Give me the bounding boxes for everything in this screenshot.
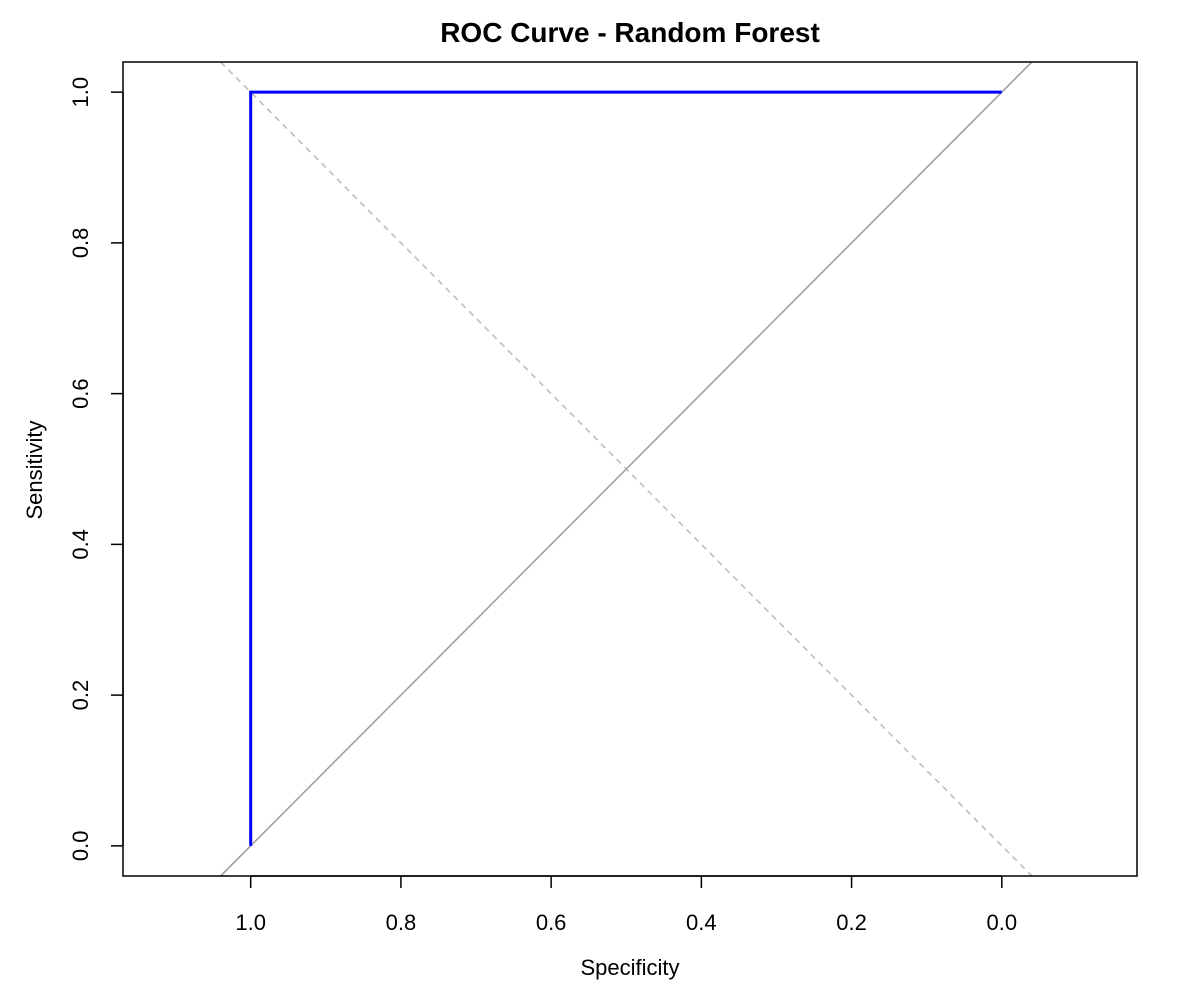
x-tick-label: 0.0: [987, 910, 1018, 935]
x-tick-label: 1.0: [235, 910, 266, 935]
plot-area: [220, 62, 1033, 876]
y-tick-label: 0.6: [68, 378, 93, 409]
series-chance-diagonal: [220, 62, 1033, 876]
y-tick-label: 0.0: [68, 831, 93, 862]
x-axis-title: Specificity: [580, 955, 679, 980]
y-tick-label: 0.2: [68, 680, 93, 711]
x-tick-label: 0.8: [386, 910, 417, 935]
series-roc-curve: [249, 90, 1002, 846]
y-tick-label: 1.0: [68, 77, 93, 108]
x-tick-label: 0.2: [836, 910, 867, 935]
y-axis-title: Sensitivity: [22, 420, 47, 519]
axes: 1.0 0.8 0.6 0.4 0.2 0.0 0.0 0.2 0.4 0.6 0.8 1.0: [68, 77, 1017, 935]
x-tick-label: 0.4: [686, 910, 717, 935]
y-tick-label: 0.4: [68, 529, 93, 560]
x-tick-label: 0.6: [536, 910, 567, 935]
chart-title: ROC Curve - Random Forest: [440, 17, 820, 48]
y-tick-label: 0.8: [68, 228, 93, 259]
